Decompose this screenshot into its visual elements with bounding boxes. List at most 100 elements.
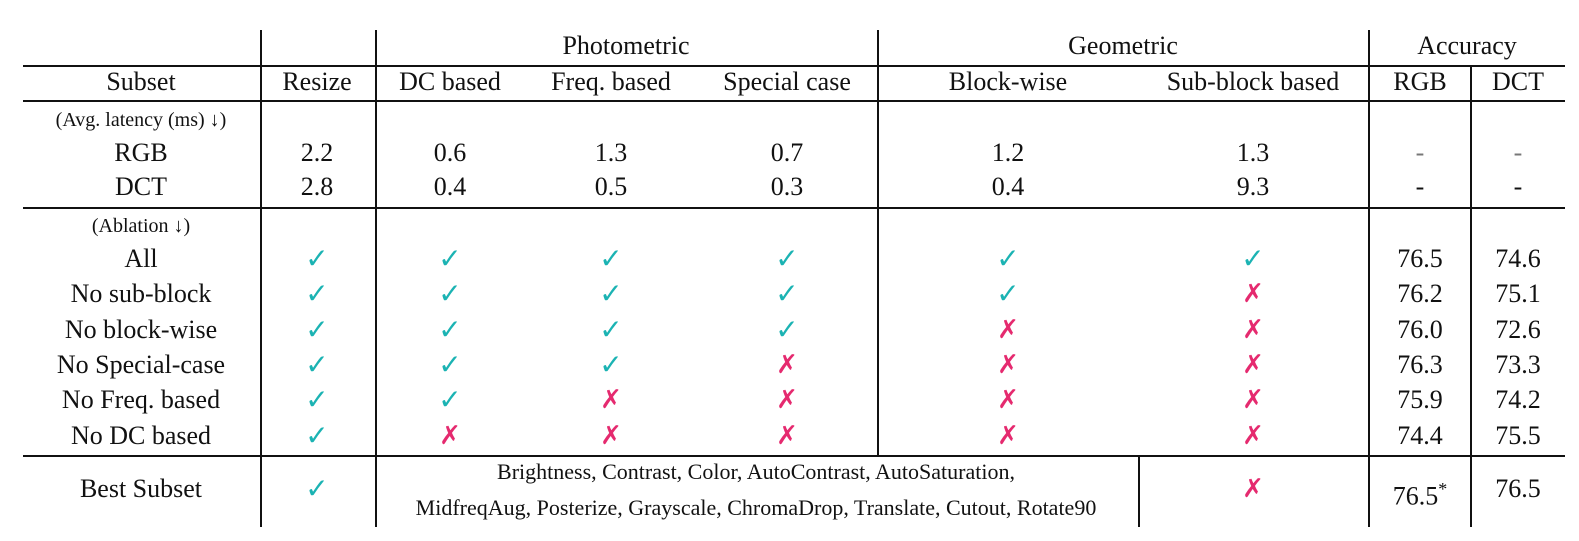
latency-value: 0.3 — [770, 172, 804, 201]
vline-after-resize — [375, 30, 377, 527]
header-block: Block-wise — [948, 67, 1068, 96]
ablation-row-name: No DC based — [70, 421, 212, 450]
check-icon: ✓ — [305, 277, 329, 310]
cross-icon: ✗ — [776, 350, 798, 380]
header-resize: Resize — [282, 67, 352, 96]
rule-top — [23, 65, 1565, 67]
cross-icon: ✗ — [1242, 350, 1264, 380]
check-icon: ✓ — [775, 277, 799, 310]
ablation-acc-dct: 75.1 — [1495, 279, 1541, 308]
latency-value: 0.6 — [433, 138, 467, 167]
header-subblock: Sub-block based — [1166, 67, 1340, 96]
latency-row-name: DCT — [115, 172, 167, 201]
cross-icon: ✗ — [439, 421, 461, 451]
ablation-row-name: No Special-case — [56, 350, 226, 379]
ablation-label: (Ablation ↓) — [91, 215, 191, 237]
latency-row-name: RGB — [114, 138, 168, 167]
vline-after-subset — [260, 30, 262, 527]
check-icon: ✓ — [775, 242, 799, 275]
check-icon: ✓ — [996, 277, 1020, 310]
ablation-acc-rgb: 76.2 — [1397, 279, 1443, 308]
latency-acc-dash: - — [1513, 138, 1523, 167]
ablation-acc-rgb: 76.5 — [1397, 244, 1443, 273]
latency-acc-dash: - — [1415, 172, 1425, 201]
ablation-row-name: No block-wise — [64, 315, 218, 344]
latency-label: (Avg. latency (ms) ↓) — [55, 109, 227, 131]
check-icon: ✓ — [438, 348, 462, 381]
latency-value: 0.7 — [770, 138, 804, 167]
ablation-acc-rgb: 75.9 — [1397, 385, 1443, 414]
ablation-acc-rgb: 74.4 — [1397, 421, 1443, 450]
latency-value: 0.4 — [433, 172, 467, 201]
best-aug-line2: MidfreqAug, Posterize, Grayscale, Chroma… — [415, 495, 1097, 520]
best-rgb: 76.5* — [1393, 474, 1448, 512]
check-icon: ✓ — [1241, 242, 1265, 275]
latency-value: 0.5 — [594, 172, 628, 201]
latency-value: 2.2 — [300, 138, 334, 167]
check-icon: ✓ — [599, 348, 623, 381]
check-icon: ✓ — [599, 313, 623, 346]
latency-acc-dash: - — [1415, 138, 1425, 167]
vline-best-aug — [1138, 455, 1140, 527]
header-geometric: Geometric — [1068, 31, 1178, 60]
ablation-row-name: No sub-block — [70, 279, 212, 308]
cross-icon: ✗ — [776, 421, 798, 451]
cross-icon: ✗ — [1242, 315, 1264, 345]
ablation-row-name: No Freq. based — [61, 385, 221, 414]
ablation-acc-dct: 74.2 — [1495, 385, 1541, 414]
cross-icon: ✗ — [600, 421, 622, 451]
check-icon: ✓ — [996, 242, 1020, 275]
ablation-acc-rgb: 76.0 — [1397, 315, 1443, 344]
check-icon: ✓ — [599, 277, 623, 310]
header-subset: Subset — [106, 67, 176, 96]
check-icon: ✓ — [305, 348, 329, 381]
best-subblock-cross-icon: ✗ — [1242, 474, 1264, 504]
check-icon: ✓ — [438, 383, 462, 416]
latency-value: 0.4 — [991, 172, 1025, 201]
vline-after-photometric — [877, 30, 879, 455]
latency-acc-dash: - — [1513, 172, 1523, 201]
cross-icon: ✗ — [997, 350, 1019, 380]
cross-icon: ✗ — [1242, 385, 1264, 415]
latency-value: 1.3 — [1236, 138, 1270, 167]
cross-icon: ✗ — [1242, 421, 1264, 451]
ablation-row-name: All — [124, 244, 158, 273]
vline-rgb-dct — [1470, 65, 1472, 527]
header-dct: DCT — [1492, 67, 1544, 96]
latency-value: 2.8 — [300, 172, 334, 201]
latency-value: 1.2 — [991, 138, 1025, 167]
rule-header-bottom — [23, 100, 1565, 102]
latency-value: 9.3 — [1236, 172, 1270, 201]
check-icon: ✓ — [438, 242, 462, 275]
vline-before-accuracy — [1368, 30, 1370, 527]
ablation-acc-dct: 74.6 — [1495, 244, 1541, 273]
check-icon: ✓ — [438, 277, 462, 310]
cross-icon: ✗ — [997, 421, 1019, 451]
latency-value: 1.3 — [594, 138, 628, 167]
ablation-acc-dct: 73.3 — [1495, 350, 1541, 379]
cross-icon: ✗ — [997, 385, 1019, 415]
ablation-acc-rgb: 76.3 — [1397, 350, 1443, 379]
best-subset-name: Best Subset — [79, 474, 203, 503]
best-rgb-star: * — [1438, 479, 1448, 499]
rule-ablation-bottom — [23, 455, 1565, 457]
best-dct: 76.5 — [1495, 474, 1541, 503]
check-icon: ✓ — [305, 383, 329, 416]
check-icon: ✓ — [599, 242, 623, 275]
header-dc: DC based — [399, 67, 501, 96]
cross-icon: ✗ — [776, 385, 798, 415]
rule-latency-bottom — [23, 207, 1565, 209]
header-freq: Freq. based — [551, 67, 671, 96]
best-rgb-value: 76.5 — [1392, 481, 1439, 511]
ablation-acc-dct: 72.6 — [1495, 315, 1541, 344]
check-icon: ✓ — [305, 242, 329, 275]
check-icon: ✓ — [305, 419, 329, 452]
cross-icon: ✗ — [600, 385, 622, 415]
header-accuracy: Accuracy — [1417, 31, 1517, 60]
ablation-acc-dct: 75.5 — [1495, 421, 1541, 450]
check-icon: ✓ — [305, 313, 329, 346]
check-icon: ✓ — [775, 313, 799, 346]
header-rgb: RGB — [1393, 67, 1447, 96]
best-resize-check-icon: ✓ — [305, 472, 329, 505]
cross-icon: ✗ — [997, 315, 1019, 345]
